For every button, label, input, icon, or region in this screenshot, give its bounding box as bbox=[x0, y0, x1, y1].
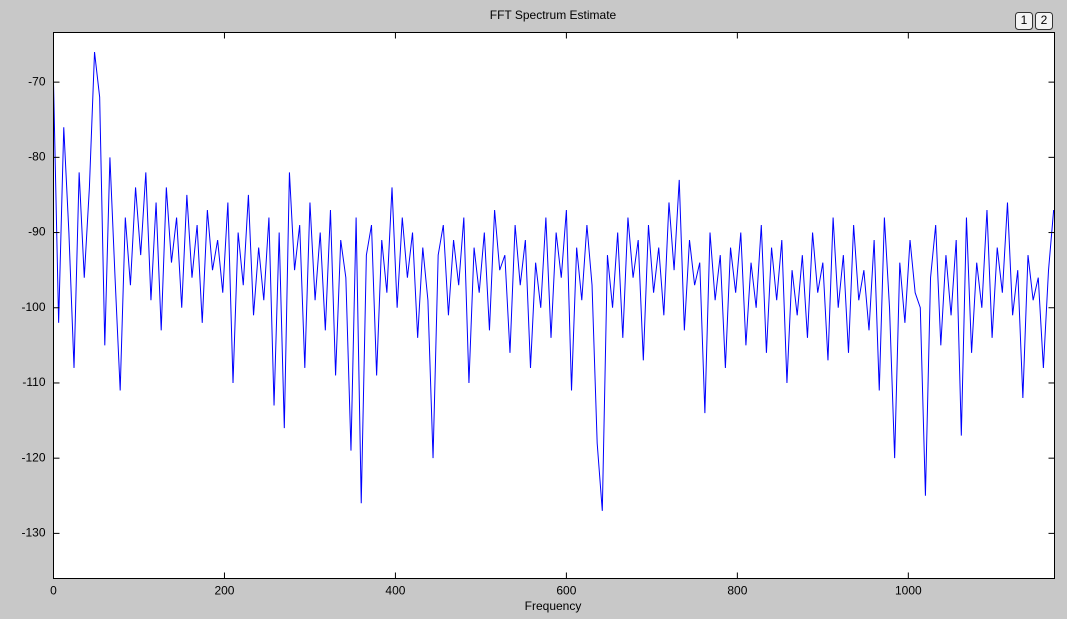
x-axis-label: Frequency bbox=[525, 599, 582, 613]
y-tick-label: -130 bbox=[21, 526, 45, 540]
axes-box bbox=[53, 32, 1055, 579]
y-tick-label: -100 bbox=[21, 300, 45, 314]
y-tick-label: -70 bbox=[28, 74, 46, 88]
page-button-frame[interactable] bbox=[1035, 12, 1053, 30]
y-tick-label: -110 bbox=[22, 375, 45, 389]
plot-area bbox=[53, 32, 1054, 578]
page-button[interactable]: 2 bbox=[1035, 12, 1053, 30]
plot-layer bbox=[53, 51, 1054, 511]
chart-title: FFT Spectrum Estimate bbox=[490, 8, 617, 22]
page-button-label[interactable]: 1 bbox=[1021, 13, 1028, 27]
x-tick-label: 800 bbox=[727, 584, 747, 598]
x-tick-label: 1000 bbox=[895, 584, 922, 598]
page-button-label[interactable]: 2 bbox=[1041, 13, 1048, 27]
x-tick-label: 200 bbox=[214, 584, 234, 598]
y-tick-label: -80 bbox=[28, 150, 46, 164]
y-tick-label: -120 bbox=[21, 450, 45, 464]
x-tick-label: 400 bbox=[385, 584, 405, 598]
page-button[interactable]: 1 bbox=[1015, 12, 1033, 30]
spectrum-line bbox=[53, 51, 1054, 511]
x-tick-label: 600 bbox=[556, 584, 576, 598]
y-tick-label: -90 bbox=[28, 225, 46, 239]
page-button-frame[interactable] bbox=[1015, 12, 1033, 30]
x-tick-label: 0 bbox=[50, 584, 57, 598]
